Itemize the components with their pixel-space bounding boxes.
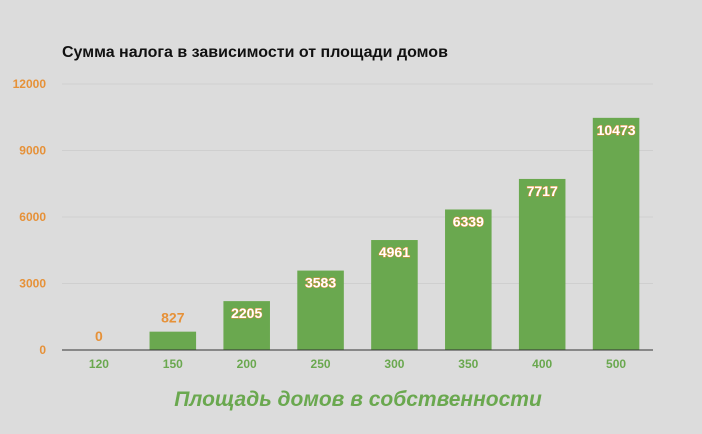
x-tick-label: 250 [311, 357, 331, 371]
data-label: 827 [161, 310, 185, 326]
x-tick-label: 120 [89, 357, 109, 371]
data-label: 10473 [597, 122, 636, 138]
bar [371, 240, 418, 350]
data-label: 4961 [379, 244, 410, 260]
chart-title: Сумма налога в зависимости от площади до… [62, 44, 448, 61]
bars [149, 117, 640, 350]
data-labels: 0 827 2205 3583 4961 6339 7717 10473 [95, 121, 636, 344]
x-tick-label: 200 [237, 357, 257, 371]
bar [297, 270, 344, 350]
y-tick-label: 3000 [19, 277, 46, 291]
x-axis-title: Площадь домов в собственности [174, 388, 542, 411]
y-tick-label: 9000 [19, 144, 46, 158]
y-tick-label: 0 [39, 343, 46, 357]
bar [223, 301, 270, 350]
bar [445, 209, 492, 350]
bar [149, 331, 197, 350]
data-label: 3583 [305, 275, 336, 291]
x-tick-label: 500 [606, 357, 626, 371]
x-tick-label: 150 [163, 357, 183, 371]
x-tick-label: 350 [458, 357, 478, 371]
bar [592, 117, 640, 350]
data-label: 0 [95, 328, 103, 344]
x-tick-label: 400 [532, 357, 552, 371]
y-tick-label: 6000 [19, 210, 46, 224]
bar [518, 178, 566, 350]
data-label: 7717 [527, 183, 558, 199]
axes: 0 3000 6000 9000 12000 120 150 200 250 300 350 400 5… [13, 77, 653, 371]
x-tick-label: 300 [384, 357, 404, 371]
data-label: 6339 [453, 213, 484, 229]
data-label: 2205 [231, 305, 262, 321]
y-tick-label: 12000 [13, 77, 47, 91]
